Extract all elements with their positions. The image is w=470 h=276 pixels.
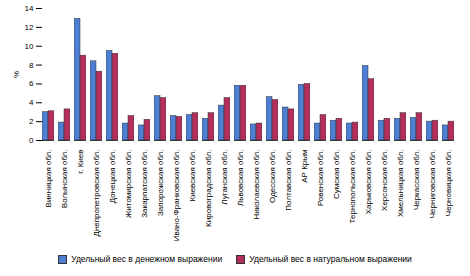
svg-text:Ивано-Франковская обл.: Ивано-Франковская обл. [172,150,181,242]
svg-text:%: % [12,71,21,78]
svg-text:Полтавская обл.: Полтавская обл. [284,150,293,211]
svg-text:14: 14 [25,4,34,13]
svg-text:6: 6 [29,79,34,88]
svg-text:Житомирская обл.: Житомирская обл. [124,150,133,219]
html-text:Удельный вес в натуральном выр: Удельный вес в натуральном выражении [249,254,412,264]
svg-text:Волынская обл.: Волынская обл. [60,150,69,209]
svg-text:Винницкая обл.: Винницкая обл. [44,150,53,208]
html-text:Удельный вес в денежном выраже: Удельный вес в денежном выражении [71,254,223,264]
svg-text:8: 8 [29,61,34,70]
svg-text:г. Киев: г. Киев [76,150,85,174]
svg-text:Черкасская обл.: Черкасская обл. [412,150,421,211]
svg-text:10: 10 [25,42,34,51]
svg-text:АР Крым: АР Крым [300,150,309,183]
svg-text:Кировоградская обл.: Кировоградская обл. [204,150,213,227]
svg-text:Запорожская обл.: Запорожская обл. [156,150,165,216]
svg-text:Черниговская обл.: Черниговская обл. [428,150,437,219]
svg-text:Днепропетровская обл.: Днепропетровская обл. [92,150,101,237]
svg-text:Сумская обл.: Сумская обл. [332,150,341,199]
svg-text:Львовская обл.: Львовская обл. [236,150,245,206]
svg-text:Донецкая обл.: Донецкая обл. [108,150,117,204]
svg-text:2: 2 [29,117,34,126]
svg-text:Тернопольская обл.: Тернопольская обл. [348,150,357,224]
svg-text:12: 12 [25,23,34,32]
svg-text:Николаевская обл.: Николаевская обл. [252,150,261,220]
svg-text:0: 0 [29,136,34,145]
svg-text:Закарпатская обл.: Закарпатская обл. [140,150,149,218]
svg-text:Одесская обл.: Одесская обл. [268,150,277,203]
svg-text:Киевская обл.: Киевская обл. [188,150,197,202]
svg-text:4: 4 [29,98,34,107]
svg-text:Ровенская обл.: Ровенская обл. [316,150,325,207]
svg-text:Черновицкая обл.: Черновицкая обл. [444,150,453,217]
svg-text:Харьковская обл.: Харьковская обл. [364,150,373,215]
svg-text:Луганская обл.: Луганская обл. [220,150,229,205]
svg-text:Херсонская обл.: Херсонская обл. [380,150,389,211]
svg-text:Хмельницкая обл.: Хмельницкая обл. [396,150,405,218]
